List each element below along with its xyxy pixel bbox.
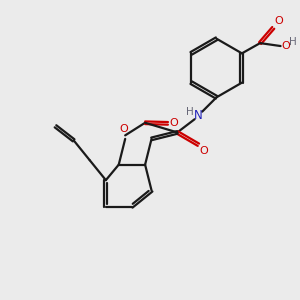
Text: O: O (281, 41, 290, 51)
Text: O: O (169, 118, 178, 128)
Text: H: H (186, 106, 194, 117)
Text: N: N (194, 109, 203, 122)
Text: O: O (200, 146, 208, 156)
Text: O: O (274, 16, 283, 26)
Text: O: O (119, 124, 128, 134)
Text: H: H (289, 37, 296, 46)
